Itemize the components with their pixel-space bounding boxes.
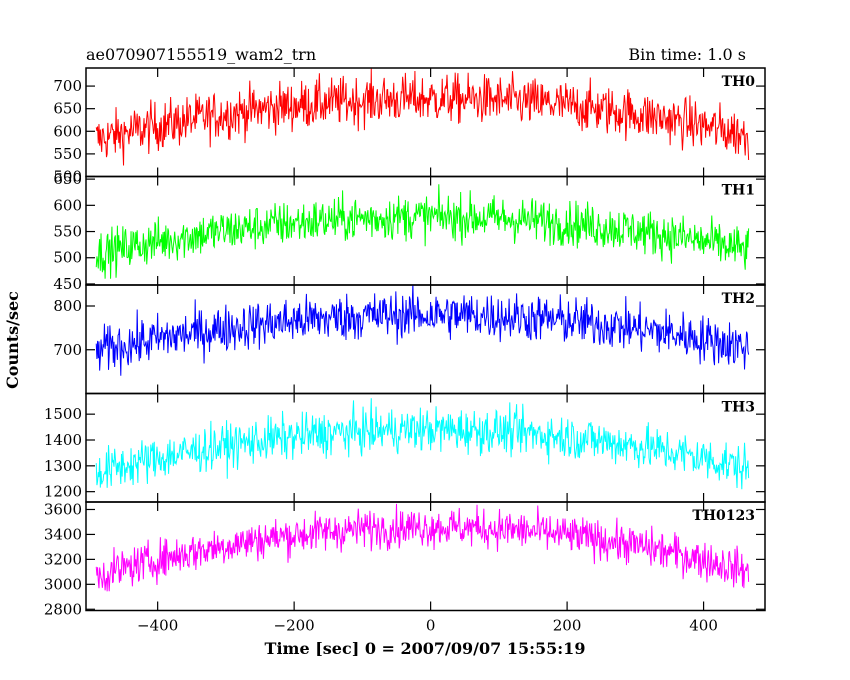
panel-label-th2: TH2 <box>722 291 755 307</box>
y-tick-label: 600 <box>53 196 82 214</box>
y-tick-label: 3600 <box>44 500 82 518</box>
panel-th3: 1200 1300 1400 1500 TH3 <box>44 392 766 503</box>
y-tick-label: 3000 <box>44 575 82 593</box>
y-tick-label: 1200 <box>44 483 82 501</box>
y-axis-label: Counts/sec <box>3 291 22 389</box>
y-tick-label: 700 <box>53 77 82 95</box>
panel-th2: 700 800 TH2 <box>53 284 766 395</box>
series-line-th0123 <box>95 503 750 592</box>
series-line-th2 <box>95 285 750 376</box>
y-tick-label: 3200 <box>44 550 82 568</box>
panel-frame <box>85 501 766 612</box>
panel-label-th1: TH1 <box>722 183 755 199</box>
y-tick-label: 3400 <box>44 525 82 543</box>
series-line-th3 <box>95 398 750 490</box>
chart-title: ae070907155519_wam2_trn <box>86 45 316 64</box>
y-tick-label: 650 <box>53 100 82 118</box>
y-tick-label: 1400 <box>44 431 82 449</box>
x-tick-label: −200 <box>274 617 315 635</box>
y-tick-label: 1500 <box>44 405 82 423</box>
y-tick-label: 2800 <box>44 600 82 618</box>
y-tick-label: 700 <box>53 341 82 359</box>
y-tick-label: 1300 <box>44 457 82 475</box>
y-tick-label: 550 <box>53 145 82 163</box>
panel-label-th3: TH3 <box>722 400 755 416</box>
y-tick-label: 800 <box>53 297 82 315</box>
y-tick-label: 600 <box>53 122 82 140</box>
x-tick-label: 0 <box>426 617 436 635</box>
panel-label-th0123: TH0123 <box>692 508 755 524</box>
bin-time-label: Bin time: 1.0 s <box>628 45 746 64</box>
series-line-th1 <box>95 184 750 279</box>
x-tick-label: 200 <box>553 617 582 635</box>
panel-th1: 450 500 550 600 650 TH1 <box>53 170 766 293</box>
y-tick-label: 500 <box>53 168 82 186</box>
panels: 500 550 600 650 700 TH0 450 500 550 600 650 TH1 700 8… <box>44 67 766 618</box>
panel-label-th0: TH0 <box>722 74 756 90</box>
y-tick-label: 450 <box>53 275 82 293</box>
x-axis: −400 −200 0 200 400 <box>137 617 718 635</box>
x-tick-label: −400 <box>137 617 178 635</box>
x-tick-label: 400 <box>689 617 718 635</box>
panel-th0: 500 550 600 650 700 TH0 <box>53 67 766 186</box>
series-line-th0 <box>95 68 750 166</box>
y-tick-label: 550 <box>53 223 82 241</box>
panel-th0123: 2800 3000 3200 3400 3600 TH0123 <box>44 500 766 618</box>
y-tick-label: 650 <box>53 170 82 188</box>
x-axis-label: Time [sec] 0 = 2007/09/07 15:55:19 <box>265 639 586 658</box>
y-tick-label: 500 <box>53 249 82 267</box>
